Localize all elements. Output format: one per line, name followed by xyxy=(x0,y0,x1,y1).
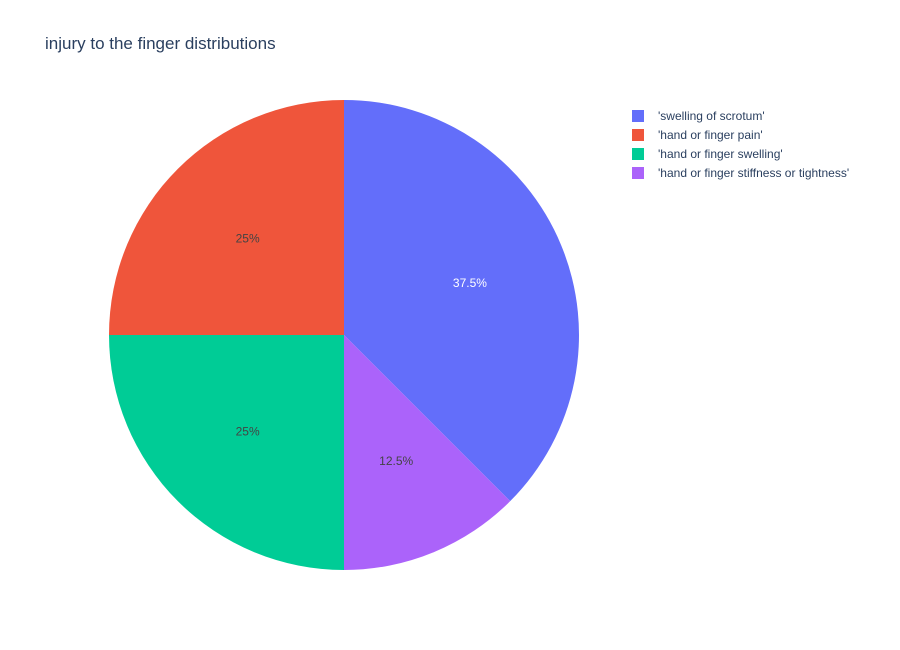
legend-item[interactable]: 'hand or finger stiffness or tightness' xyxy=(632,163,849,182)
legend-label: 'hand or finger swelling' xyxy=(658,146,783,161)
legend-item[interactable]: 'hand or finger pain' xyxy=(632,125,849,144)
chart-title: injury to the finger distributions xyxy=(45,34,276,53)
legend-label: 'swelling of scrotum' xyxy=(658,108,765,123)
legend-label: 'hand or finger pain' xyxy=(658,127,763,142)
pie-slice-3[interactable] xyxy=(344,335,511,570)
slice-label-2: 25% xyxy=(236,424,260,438)
legend-label: 'hand or finger stiffness or tightness' xyxy=(658,165,850,180)
legend-swatch xyxy=(632,147,644,160)
pie-slice-2[interactable] xyxy=(109,335,344,570)
legend: 'swelling of scrotum' 'hand or finger pai… xyxy=(632,106,849,182)
slice-label-0: 37.5% xyxy=(453,276,487,290)
pie-slice-1[interactable] xyxy=(109,100,344,335)
legend-swatch xyxy=(632,109,644,122)
slice-label-1: 25% xyxy=(236,232,260,246)
legend-item[interactable]: 'hand or finger swelling' xyxy=(632,144,849,163)
legend-swatch xyxy=(632,128,644,141)
slice-label-3: 12.5% xyxy=(379,454,413,468)
pie-slice-0[interactable] xyxy=(344,100,579,502)
legend-item[interactable]: 'swelling of scrotum' xyxy=(632,106,849,125)
legend-swatch xyxy=(632,166,644,179)
